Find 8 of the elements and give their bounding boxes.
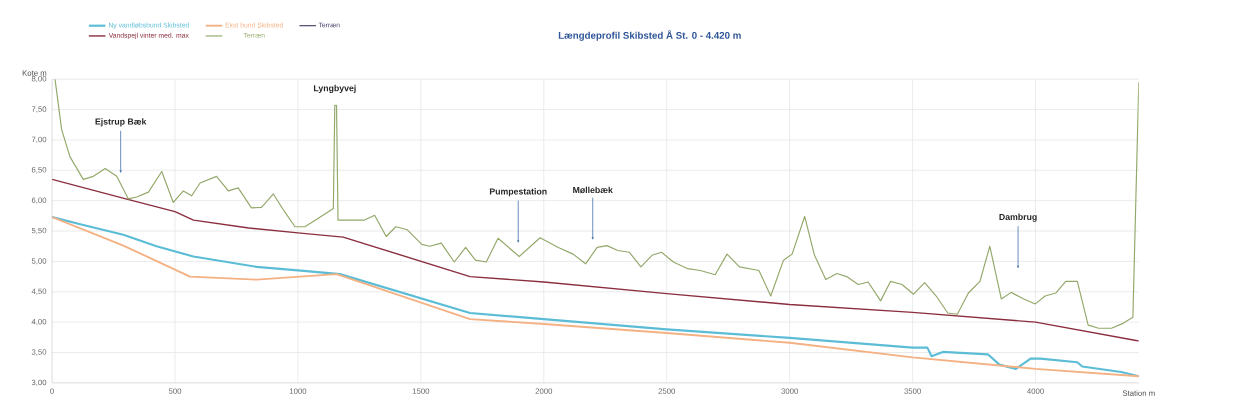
line-series bbox=[54, 79, 1139, 329]
line-series bbox=[52, 178, 1139, 342]
annotation: Ejstrup Bæk bbox=[95, 118, 147, 127]
annotation: Lyngbyvej bbox=[313, 84, 356, 94]
annotation: Pumpestation bbox=[489, 188, 547, 197]
annotation: Dambrug bbox=[999, 213, 1037, 222]
chart-title: Længdeprofil Skibsted Å St. 0 - 4.420 m bbox=[558, 30, 741, 41]
annotation: Møllebæk bbox=[573, 186, 613, 194]
